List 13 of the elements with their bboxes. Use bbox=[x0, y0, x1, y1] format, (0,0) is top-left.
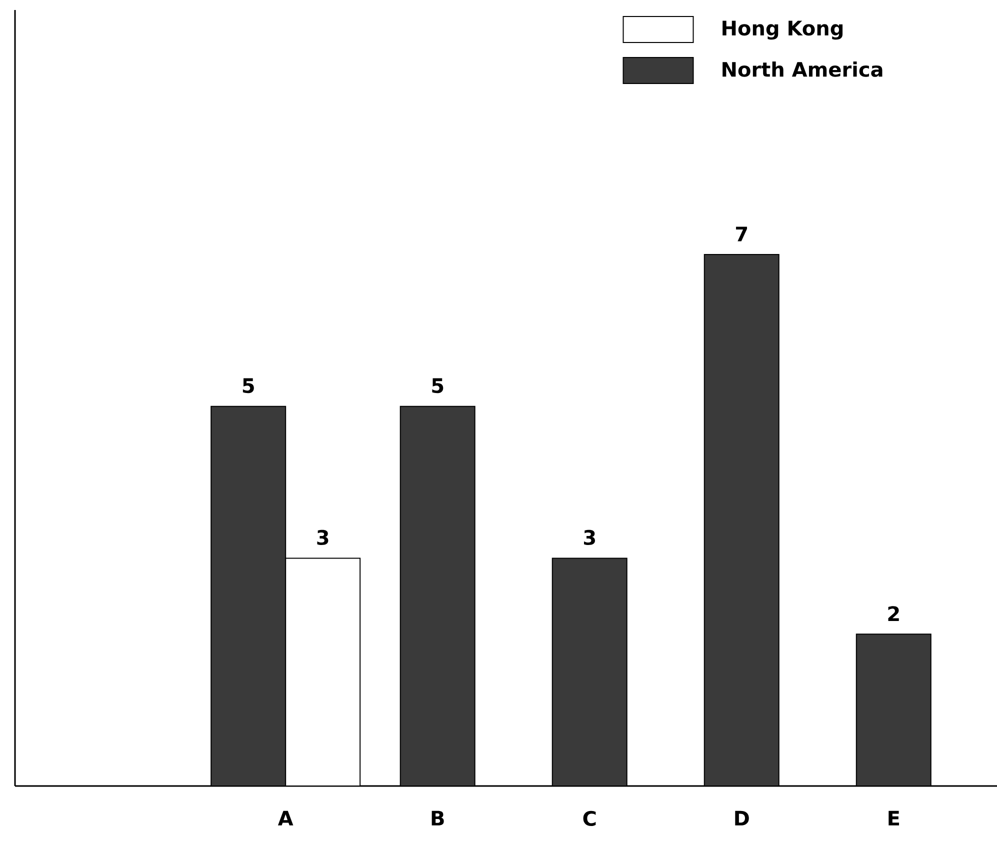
legend-label: Hong Kong bbox=[722, 20, 843, 40]
x-tick-label: C bbox=[583, 810, 596, 826]
x-tick-label: B bbox=[432, 810, 444, 826]
x-tick-label: A bbox=[278, 810, 294, 826]
legend-label: North America bbox=[722, 61, 882, 77]
x-tick-label: E bbox=[888, 810, 900, 826]
x-tick-label: D bbox=[735, 810, 749, 826]
data-label: 5 bbox=[432, 378, 444, 394]
data-label: 3 bbox=[584, 530, 595, 546]
data-label: 5 bbox=[242, 378, 254, 394]
data-label: 2 bbox=[888, 606, 899, 621]
data-label: 3 bbox=[317, 530, 328, 546]
data-label: 7 bbox=[736, 226, 747, 242]
